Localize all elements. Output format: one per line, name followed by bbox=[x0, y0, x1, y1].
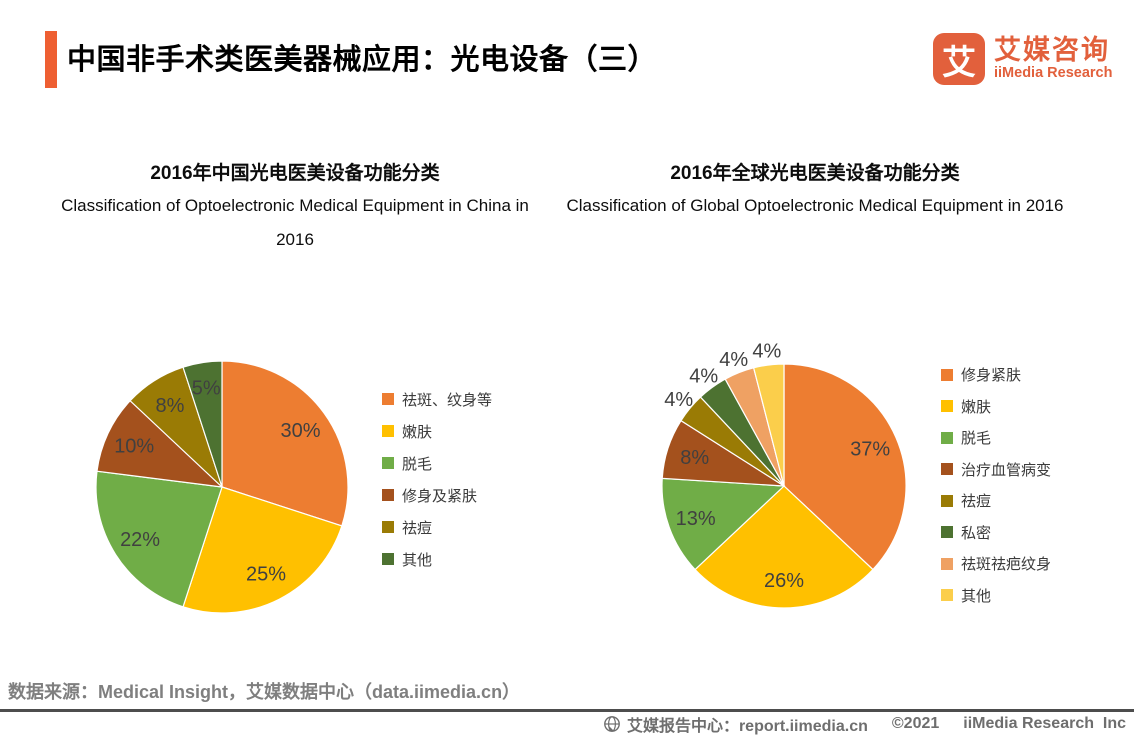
legend-label: 私密 bbox=[961, 524, 992, 542]
footer-company: iiMedia Research Inc bbox=[963, 715, 1126, 732]
pie-data-label: 4% bbox=[689, 365, 718, 387]
global-pie-chart: 37%26%13%8%4%4%4% 4% bbox=[661, 340, 907, 609]
pie-data-label: 26% bbox=[764, 570, 804, 592]
right-chart-title-cn: 2016年全球光电医美设备功能分类 bbox=[670, 163, 960, 184]
legend-swatch bbox=[941, 463, 953, 476]
legend-label: 修身紧肤 bbox=[961, 367, 1022, 385]
china-pie-chart: 30% 25% 22% 10%8% 5% bbox=[95, 360, 349, 614]
iimedia-logo: 艾 艾媒咨询 iiMedia Research bbox=[933, 33, 1112, 85]
legend-swatch bbox=[941, 494, 953, 507]
pie-data-label: 25% bbox=[246, 563, 286, 585]
pie-data-label: 30% bbox=[280, 420, 320, 442]
footer-divider bbox=[0, 709, 1134, 712]
global-pie-legend: 修身紧肤嫩肤脱毛治疗血管病变 祛痘私密祛斑祛疤纹身 其他 bbox=[941, 359, 1051, 611]
data-source-note: 数据来源：Medical Insight，艾媒数据中心（data.iimedia… bbox=[8, 682, 521, 702]
pie-slice bbox=[182, 486, 343, 614]
legend-swatch bbox=[941, 368, 953, 381]
legend-label: 祛斑祛疤纹身 bbox=[961, 556, 1052, 574]
pie-data-label: 8% bbox=[680, 447, 709, 469]
legend-item: 修身紧肤 bbox=[941, 359, 1051, 391]
pie-slice bbox=[182, 360, 223, 488]
logo-name-en: iiMedia Research bbox=[994, 65, 1113, 81]
legend-swatch bbox=[382, 489, 394, 501]
iimedia-logo-icon: 艾 bbox=[933, 33, 985, 85]
china-pie-legend: 祛斑、纹身等 嫩肤脱毛修身及紧肤祛痘其他 bbox=[382, 383, 492, 575]
pie-slice bbox=[694, 485, 874, 609]
legend-item: 祛斑祛疤纹身 bbox=[941, 548, 1051, 580]
left-chart-title-cn: 2016年中国光电医美设备功能分类 bbox=[150, 163, 440, 184]
pie-slice bbox=[95, 470, 223, 608]
legend-item: 私密 bbox=[941, 517, 1051, 549]
legend-swatch bbox=[382, 521, 394, 533]
footer-copyright: ©2021 bbox=[891, 715, 940, 732]
legend-item: 祛痘 bbox=[941, 485, 1051, 517]
legend-item: 脱毛 bbox=[941, 422, 1051, 454]
legend-swatch bbox=[941, 526, 953, 539]
footer: 艾媒报告中心：report.iimedia.cn ©2021 iiMedia R… bbox=[603, 712, 1126, 736]
footer-report-center: 艾媒报告中心：report.iimedia.cn bbox=[626, 718, 868, 735]
legend-swatch bbox=[382, 393, 394, 405]
left-chart-title: 2016年中国光电医美设备功能分类 Classification of Opto… bbox=[60, 161, 530, 257]
legend-item: 脱毛 bbox=[382, 447, 492, 479]
legend-item: 祛痘 bbox=[382, 511, 492, 543]
legend-label: 治疗血管病变 bbox=[961, 461, 1052, 479]
legend-label: 其他 bbox=[961, 587, 992, 605]
legend-label: 祛痘 bbox=[402, 519, 433, 537]
legend-label: 祛斑、纹身等 bbox=[402, 391, 493, 409]
legend-label: 嫩肤 bbox=[402, 423, 433, 441]
legend-swatch bbox=[941, 431, 953, 444]
legend-item: 其他 bbox=[941, 580, 1051, 612]
legend-label: 脱毛 bbox=[961, 430, 992, 448]
right-chart-title-en: Classification of Global Optoelectronic … bbox=[566, 196, 1064, 215]
legend-item: 修身及紧肤 bbox=[382, 479, 492, 511]
legend-label: 脱毛 bbox=[402, 455, 433, 473]
legend-swatch bbox=[941, 589, 953, 602]
globe-icon bbox=[604, 716, 620, 732]
legend-swatch bbox=[382, 425, 394, 437]
left-chart-title-en: Classification of Optoelectronic Medical… bbox=[61, 196, 529, 249]
pie-slice bbox=[96, 399, 224, 488]
pie-data-label: 13% bbox=[676, 508, 716, 530]
pie-data-label: 4% bbox=[719, 349, 748, 371]
title-accent-bar bbox=[45, 31, 57, 88]
legend-label: 祛痘 bbox=[961, 493, 992, 511]
pie-slice bbox=[783, 363, 907, 571]
pie-slice bbox=[661, 477, 786, 571]
legend-label: 修身及紧肤 bbox=[402, 487, 478, 505]
pie-data-label: 4% bbox=[664, 389, 693, 411]
legend-item: 其他 bbox=[382, 543, 492, 575]
legend-swatch bbox=[382, 457, 394, 469]
pie-data-label: 4% bbox=[752, 340, 781, 362]
page-title: 中国非手术类医美器械应用：光电设备（三） bbox=[67, 44, 658, 76]
legend-label: 其他 bbox=[402, 551, 433, 569]
logo-name-cn: 艾媒咨询 bbox=[994, 35, 1110, 65]
legend-swatch bbox=[941, 557, 953, 570]
pie-data-label: 8% bbox=[156, 395, 185, 417]
legend-item: 治疗血管病变 bbox=[941, 454, 1051, 486]
legend-swatch bbox=[382, 553, 394, 565]
legend-label: 嫩肤 bbox=[961, 398, 992, 416]
pie-data-label: 37% bbox=[850, 439, 890, 461]
pie-data-label: 5% bbox=[192, 377, 221, 399]
right-chart-title: 2016年全球光电医美设备功能分类 Classification of Glob… bbox=[545, 161, 1085, 223]
legend-item: 嫩肤 bbox=[382, 415, 492, 447]
legend-item: 嫩肤 bbox=[941, 391, 1051, 423]
pie-slice bbox=[221, 360, 349, 527]
pie-data-label: 22% bbox=[120, 529, 160, 551]
legend-item: 祛斑、纹身等 bbox=[382, 383, 492, 415]
pie-data-label: 10% bbox=[114, 436, 154, 458]
legend-swatch bbox=[941, 400, 953, 413]
pie-slice bbox=[752, 363, 785, 487]
